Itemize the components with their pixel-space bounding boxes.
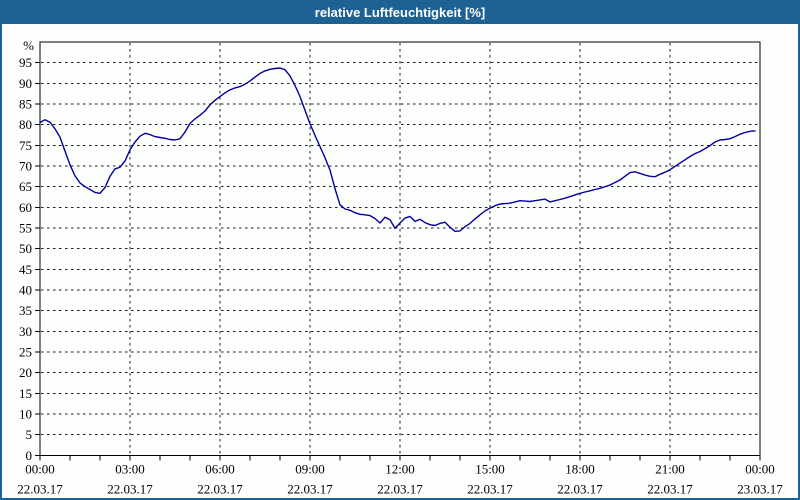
x-tick-date-label: 22.03.17 xyxy=(557,481,603,496)
y-tick-label: 5 xyxy=(26,427,33,442)
y-tick-label: 55 xyxy=(19,220,32,235)
x-tick-date-label: 22.03.17 xyxy=(377,481,423,496)
y-tick-label: 75 xyxy=(19,138,32,153)
x-tick-date-label: 22.03.17 xyxy=(467,481,513,496)
y-tick-label: 25 xyxy=(19,344,32,359)
x-tick-time-label: 06:00 xyxy=(205,461,235,476)
window-title-bar: relative Luftfeuchtigkeit [%] xyxy=(2,2,798,24)
x-tick-time-label: 09:00 xyxy=(295,461,325,476)
y-tick-label: 60 xyxy=(19,200,32,215)
y-tick-label: 45 xyxy=(19,262,32,277)
x-tick-date-label: 22.03.17 xyxy=(107,481,153,496)
y-axis-unit-label: % xyxy=(23,38,34,53)
y-tick-label: 65 xyxy=(19,179,32,194)
x-tick-date-label: 22.03.17 xyxy=(287,481,333,496)
y-tick-label: 20 xyxy=(19,365,32,380)
humidity-line xyxy=(39,67,756,233)
y-tick-label: 85 xyxy=(19,96,32,111)
x-tick-time-label: 00:00 xyxy=(745,461,775,476)
plot-border xyxy=(39,41,761,456)
y-tick-label: 40 xyxy=(19,282,32,297)
x-tick-time-label: 00:00 xyxy=(25,461,55,476)
y-tick-label: 50 xyxy=(19,241,32,256)
x-tick-time-label: 15:00 xyxy=(475,461,505,476)
x-tick-date-label: 23.03.17 xyxy=(737,481,783,496)
x-tick-date-label: 22.03.17 xyxy=(17,481,63,496)
x-tick-time-label: 03:00 xyxy=(115,461,145,476)
y-tick-label: 35 xyxy=(19,303,32,318)
y-tick-label: 30 xyxy=(19,324,32,339)
x-tick-time-label: 12:00 xyxy=(385,461,415,476)
x-tick-date-label: 22.03.17 xyxy=(197,481,243,496)
y-tick-label: 80 xyxy=(19,117,32,132)
x-tick-date-label: 22.03.17 xyxy=(647,481,693,496)
y-tick-label: 15 xyxy=(19,386,32,401)
window-title: relative Luftfeuchtigkeit [%] xyxy=(314,5,486,20)
y-tick-label: 10 xyxy=(19,406,32,421)
x-tick-time-label: 18:00 xyxy=(565,461,595,476)
y-tick-label: 70 xyxy=(19,158,32,173)
y-tick-label: 95 xyxy=(19,55,32,70)
x-tick-time-label: 21:00 xyxy=(655,461,685,476)
y-tick-label: 90 xyxy=(19,76,32,91)
y-tick-label: 0 xyxy=(26,448,33,463)
